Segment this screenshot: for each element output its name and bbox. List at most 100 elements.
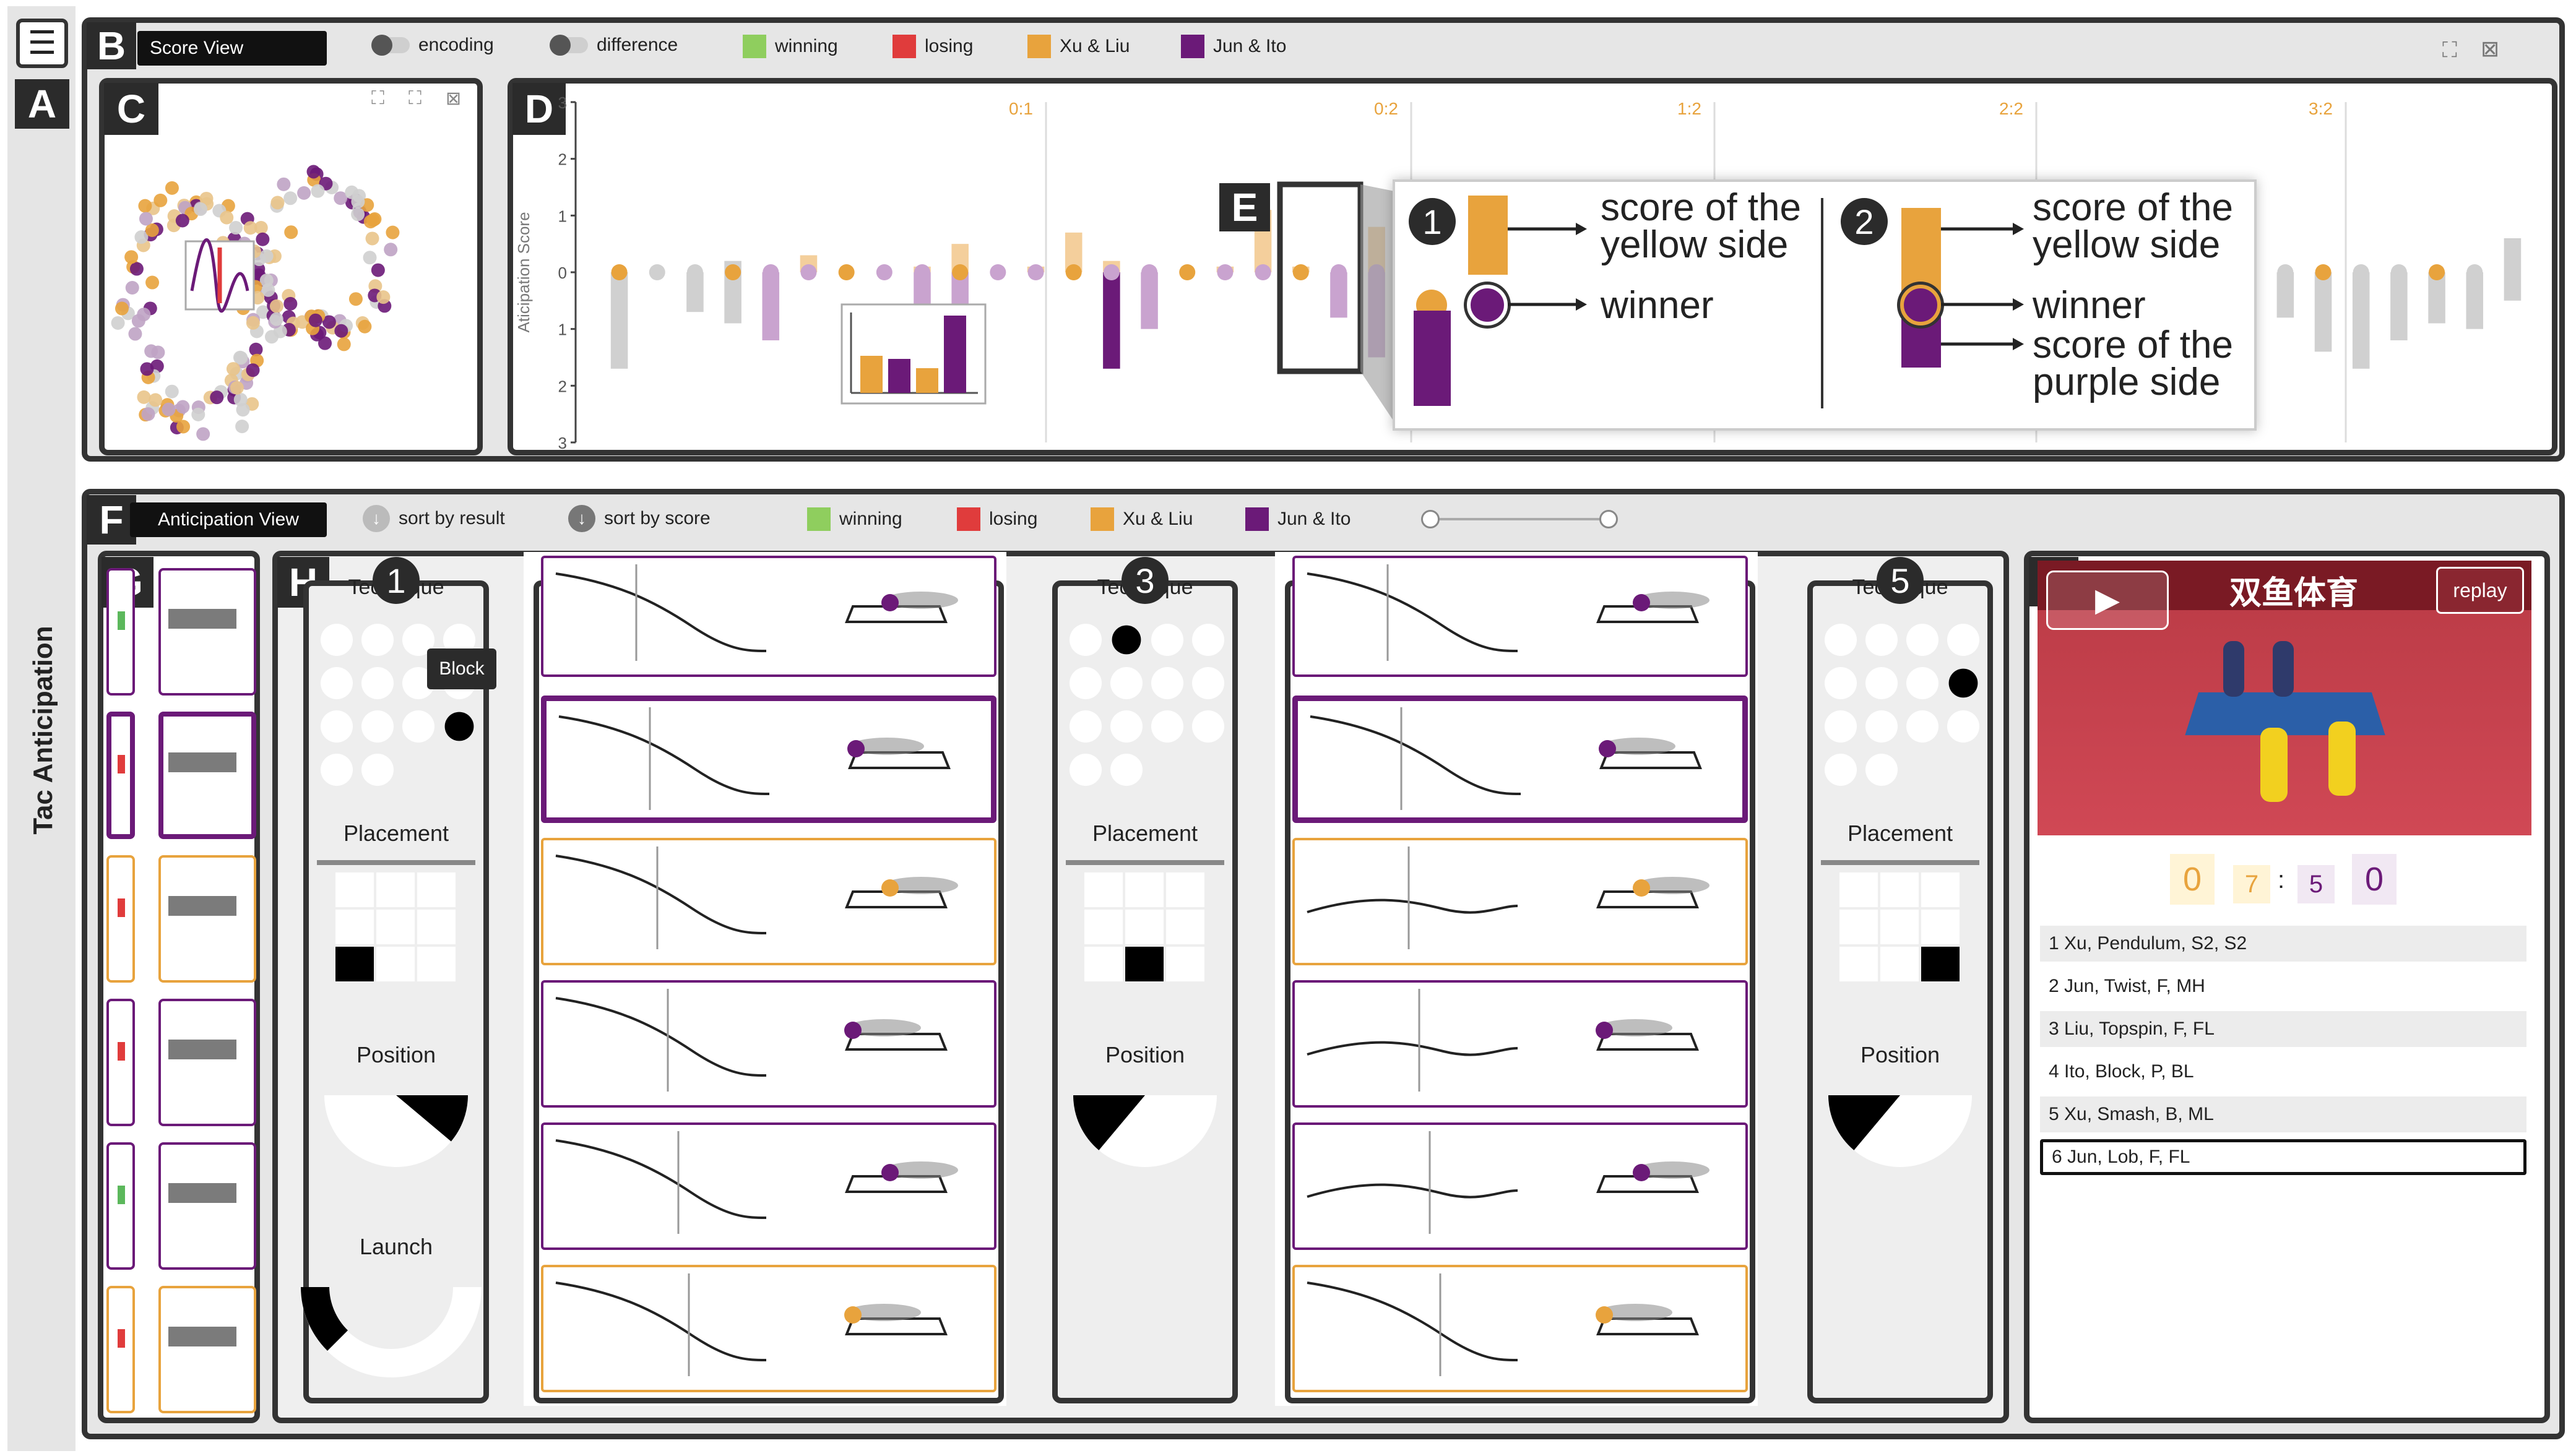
- legend-winning[interactable]: winning: [743, 35, 838, 58]
- technique-dot[interactable]: [1906, 624, 1938, 656]
- bar-jun-ito[interactable]: [762, 272, 780, 340]
- technique-dot[interactable]: [1947, 710, 1979, 743]
- menu-button[interactable]: ☰: [16, 19, 68, 68]
- technique-dot[interactable]: [1151, 624, 1183, 656]
- scatter-point[interactable]: [124, 250, 139, 264]
- placement-cell[interactable]: [1125, 910, 1164, 944]
- scatter-point[interactable]: [334, 324, 348, 338]
- winner-dot[interactable]: [2353, 264, 2369, 280]
- legend-jun-ito[interactable]: Jun & Ito: [1181, 35, 1286, 58]
- winner-dot[interactable]: [725, 264, 741, 280]
- placement-cell[interactable]: [1880, 947, 1919, 981]
- bar-jun-ito[interactable]: [724, 272, 741, 324]
- sort-by-result-button[interactable]: ↓ sort by result: [363, 505, 505, 532]
- technique-dot[interactable]: [1110, 667, 1143, 699]
- technique-dot[interactable]: [1151, 710, 1183, 743]
- technique-dot[interactable]: [1151, 667, 1183, 699]
- select-icon[interactable]: ⛶: [408, 88, 421, 108]
- sort-by-score-button[interactable]: ↓ sort by score: [568, 505, 711, 532]
- scatter-point[interactable]: [233, 392, 248, 407]
- scatter-point[interactable]: [165, 384, 179, 398]
- trajectory-card[interactable]: [541, 1265, 996, 1392]
- scatter-point[interactable]: [145, 223, 159, 238]
- placement-cell[interactable]: [1839, 872, 1878, 907]
- trajectory-card[interactable]: [1292, 838, 1748, 965]
- scatter-point[interactable]: [306, 165, 321, 179]
- technique-dot[interactable]: [1906, 710, 1938, 743]
- slider-handle-left[interactable]: [1421, 510, 1440, 528]
- position-semicircle[interactable]: [1073, 1095, 1217, 1170]
- technique-dot[interactable]: [361, 754, 394, 786]
- lasso-icon[interactable]: ⛶: [371, 88, 384, 108]
- technique-dot[interactable]: [321, 624, 353, 656]
- scatter-point[interactable]: [269, 299, 283, 313]
- scatter-point[interactable]: [125, 281, 139, 295]
- scatter-point[interactable]: [111, 316, 125, 330]
- scatter-point[interactable]: [311, 184, 325, 198]
- close-icon[interactable]: ⊠: [2481, 36, 2500, 61]
- technique-dot[interactable]: [1112, 625, 1141, 655]
- scatter-point[interactable]: [365, 231, 379, 246]
- scatter-point[interactable]: [139, 212, 153, 226]
- placement-cell[interactable]: [1084, 947, 1123, 981]
- placement-cell[interactable]: [335, 872, 374, 907]
- scatter-point[interactable]: [384, 243, 398, 257]
- scatter-point[interactable]: [318, 336, 332, 350]
- scatter-point[interactable]: [138, 199, 152, 213]
- placement-cell[interactable]: [335, 910, 374, 944]
- technique-dot[interactable]: [1906, 667, 1938, 699]
- scatter-point[interactable]: [246, 316, 260, 330]
- technique-dot[interactable]: [1070, 710, 1102, 743]
- scatter-point[interactable]: [129, 262, 144, 276]
- encoding-toggle[interactable]: encoding: [371, 35, 494, 56]
- technique-dot[interactable]: [321, 754, 353, 786]
- scatter-point[interactable]: [308, 313, 322, 327]
- technique-dot[interactable]: [1865, 667, 1898, 699]
- trajectory-card[interactable]: [1292, 556, 1748, 677]
- legend-losing[interactable]: losing: [893, 35, 973, 58]
- scatter-point[interactable]: [277, 177, 291, 191]
- placement-cell[interactable]: [417, 872, 456, 907]
- scatter-point[interactable]: [386, 225, 400, 239]
- scatter-point[interactable]: [210, 390, 224, 405]
- scatter-point[interactable]: [297, 186, 311, 200]
- technique-dot[interactable]: [1110, 754, 1143, 786]
- scatter-point[interactable]: [162, 402, 176, 416]
- placement-cell[interactable]: [1084, 872, 1123, 907]
- placement-cell[interactable]: [1166, 872, 1204, 907]
- scatter-point[interactable]: [144, 344, 158, 358]
- scatter-point[interactable]: [246, 363, 260, 377]
- scatter-point[interactable]: [256, 232, 270, 246]
- technique-dot[interactable]: [1825, 754, 1857, 786]
- projection-scatter[interactable]: [105, 136, 477, 452]
- scatter-point[interactable]: [220, 210, 234, 225]
- bar-jun-ito[interactable]: [1103, 272, 1120, 369]
- winner-dot[interactable]: [2429, 264, 2445, 280]
- technique-dot[interactable]: [402, 710, 434, 743]
- technique-dot[interactable]: [1865, 624, 1898, 656]
- technique-dot[interactable]: [1192, 667, 1224, 699]
- trajectory-card[interactable]: [1292, 980, 1748, 1108]
- stroke-item[interactable]: 2 Jun, Twist, F, MH: [2040, 968, 2526, 1004]
- winner-dot[interactable]: [876, 264, 893, 280]
- scatter-point[interactable]: [153, 193, 168, 207]
- winner-dot[interactable]: [2466, 264, 2483, 280]
- scatter-point[interactable]: [334, 191, 348, 205]
- technique-dot[interactable]: [1947, 624, 1979, 656]
- scatter-point[interactable]: [259, 274, 274, 288]
- scatter-point[interactable]: [193, 202, 207, 217]
- scatter-point[interactable]: [175, 213, 189, 228]
- scatter-point[interactable]: [191, 407, 205, 421]
- bar-jun-ito[interactable]: [2314, 272, 2332, 352]
- placement-cell[interactable]: [1921, 872, 1960, 907]
- scatter-point[interactable]: [283, 296, 298, 311]
- winner-dot[interactable]: [2390, 264, 2407, 280]
- bar-jun-ito[interactable]: [2390, 272, 2408, 340]
- winner-dot[interactable]: [800, 264, 817, 280]
- placement-cell[interactable]: [1921, 947, 1960, 981]
- scatter-point[interactable]: [196, 427, 210, 441]
- stroke-item[interactable]: 4 Ito, Block, P, BL: [2040, 1054, 2526, 1090]
- scatter-point[interactable]: [140, 362, 154, 376]
- scatter-point[interactable]: [149, 393, 163, 407]
- technique-dot[interactable]: [361, 667, 394, 699]
